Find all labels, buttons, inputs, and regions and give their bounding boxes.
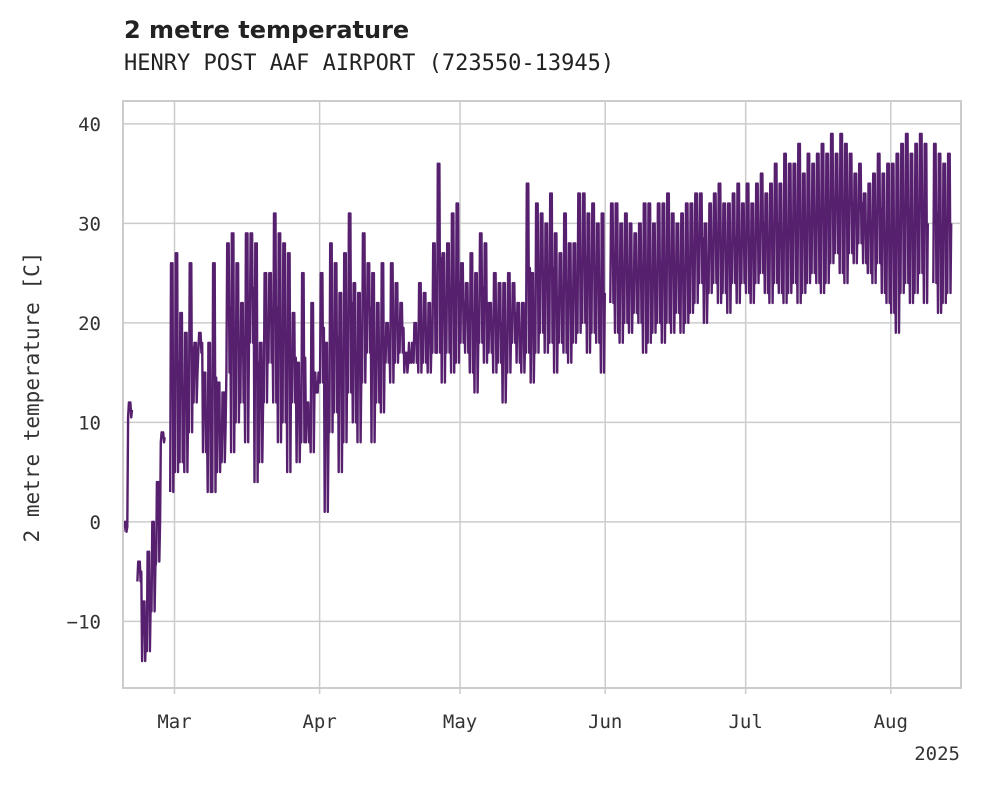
x-tick-label: Apr	[302, 711, 336, 733]
y-tick-label: −10	[67, 611, 101, 633]
temperature-line	[122, 401, 134, 533]
y-tick-label: 40	[78, 114, 101, 136]
temperature-line	[136, 431, 166, 663]
series-layer	[122, 132, 953, 663]
x-tick-labels: Mar Apr May Jun Jul Aug	[157, 711, 908, 733]
x-tick-label: Jul	[728, 711, 762, 733]
y-tick-labels: −10 0 10 20 30 40	[67, 114, 101, 633]
plot-frame	[122, 100, 962, 689]
x-axis-year-label: 2025	[914, 743, 960, 765]
y-tick-label: 20	[78, 313, 101, 335]
chart-title: 2 metre temperature	[124, 16, 410, 44]
temperature-line	[169, 162, 606, 514]
temperature-line	[932, 142, 953, 315]
x-tick-label: Mar	[157, 711, 191, 733]
x-tick-label: Aug	[874, 711, 908, 733]
y-axis-label: 2 metre temperature [C]	[20, 252, 44, 543]
temperature-line	[609, 132, 929, 354]
y-tick-label: 0	[90, 512, 101, 534]
y-tick-label: 10	[78, 412, 101, 434]
chart-subtitle: HENRY POST AAF AIRPORT (723550-13945)	[124, 51, 615, 76]
y-tick-label: 30	[78, 213, 101, 235]
x-tick-label: Jun	[588, 711, 622, 733]
x-tick-label: May	[443, 711, 477, 733]
